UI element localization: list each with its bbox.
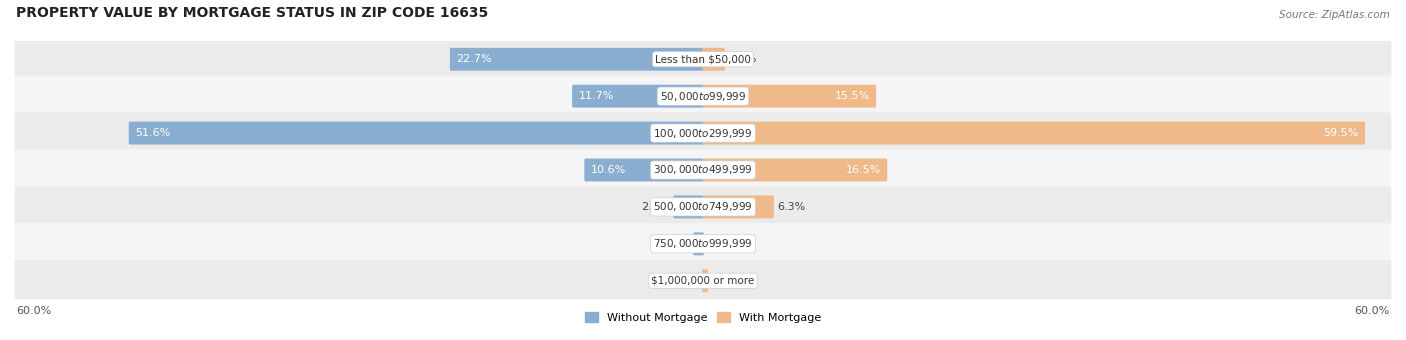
FancyBboxPatch shape bbox=[14, 186, 1392, 227]
FancyBboxPatch shape bbox=[14, 75, 1392, 117]
FancyBboxPatch shape bbox=[14, 113, 1392, 154]
FancyBboxPatch shape bbox=[14, 149, 1392, 191]
Text: $1,000,000 or more: $1,000,000 or more bbox=[651, 276, 755, 286]
Text: $100,000 to $299,999: $100,000 to $299,999 bbox=[654, 126, 752, 140]
Text: Less than $50,000: Less than $50,000 bbox=[655, 54, 751, 64]
FancyBboxPatch shape bbox=[673, 195, 704, 218]
Text: 10.6%: 10.6% bbox=[591, 165, 626, 175]
FancyBboxPatch shape bbox=[702, 48, 725, 71]
Text: 51.6%: 51.6% bbox=[135, 128, 170, 138]
FancyBboxPatch shape bbox=[450, 48, 704, 71]
FancyBboxPatch shape bbox=[14, 38, 1392, 80]
Text: 2.6%: 2.6% bbox=[641, 202, 669, 212]
Text: 0.81%: 0.81% bbox=[654, 239, 689, 249]
FancyBboxPatch shape bbox=[129, 122, 704, 144]
Text: 60.0%: 60.0% bbox=[17, 306, 52, 316]
Text: $300,000 to $499,999: $300,000 to $499,999 bbox=[654, 164, 752, 176]
Text: $50,000 to $99,999: $50,000 to $99,999 bbox=[659, 90, 747, 103]
Text: 11.7%: 11.7% bbox=[578, 91, 614, 101]
Text: 60.0%: 60.0% bbox=[1354, 306, 1389, 316]
FancyBboxPatch shape bbox=[702, 269, 707, 292]
FancyBboxPatch shape bbox=[572, 85, 704, 108]
FancyBboxPatch shape bbox=[702, 85, 876, 108]
Text: 0.0%: 0.0% bbox=[707, 239, 735, 249]
Text: 22.7%: 22.7% bbox=[457, 54, 492, 64]
FancyBboxPatch shape bbox=[585, 158, 704, 182]
FancyBboxPatch shape bbox=[693, 232, 704, 255]
Text: 15.5%: 15.5% bbox=[834, 91, 870, 101]
FancyBboxPatch shape bbox=[702, 195, 773, 218]
FancyBboxPatch shape bbox=[702, 122, 1365, 144]
Text: 0.0%: 0.0% bbox=[671, 276, 699, 286]
Text: 59.5%: 59.5% bbox=[1323, 128, 1358, 138]
Text: Source: ZipAtlas.com: Source: ZipAtlas.com bbox=[1279, 11, 1389, 20]
Legend: Without Mortgage, With Mortgage: Without Mortgage, With Mortgage bbox=[581, 308, 825, 327]
Text: $500,000 to $749,999: $500,000 to $749,999 bbox=[654, 200, 752, 214]
Text: 6.3%: 6.3% bbox=[778, 202, 806, 212]
FancyBboxPatch shape bbox=[14, 223, 1392, 265]
Text: 16.5%: 16.5% bbox=[845, 165, 880, 175]
Text: 1.9%: 1.9% bbox=[728, 54, 756, 64]
Text: PROPERTY VALUE BY MORTGAGE STATUS IN ZIP CODE 16635: PROPERTY VALUE BY MORTGAGE STATUS IN ZIP… bbox=[17, 6, 488, 20]
Text: $750,000 to $999,999: $750,000 to $999,999 bbox=[654, 237, 752, 250]
Text: 0.36%: 0.36% bbox=[711, 276, 747, 286]
FancyBboxPatch shape bbox=[14, 260, 1392, 302]
FancyBboxPatch shape bbox=[702, 158, 887, 182]
